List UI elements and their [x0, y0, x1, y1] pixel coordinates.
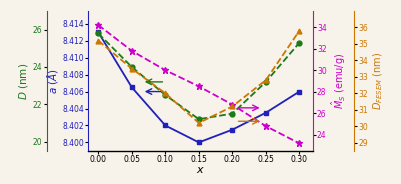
Y-axis label: $\hat{M}_S\ \mathrm{(emu/g)}$: $\hat{M}_S\ \mathrm{(emu/g)}$: [330, 53, 348, 109]
X-axis label: $x$: $x$: [196, 165, 205, 175]
Y-axis label: $a\ (\AA)$: $a\ (\AA)$: [45, 68, 59, 94]
Y-axis label: $D_{FESEM}\ \mathrm{(nm)}$: $D_{FESEM}\ \mathrm{(nm)}$: [371, 52, 385, 110]
Y-axis label: $D\ \mathrm{(nm)}$: $D\ \mathrm{(nm)}$: [17, 62, 30, 100]
